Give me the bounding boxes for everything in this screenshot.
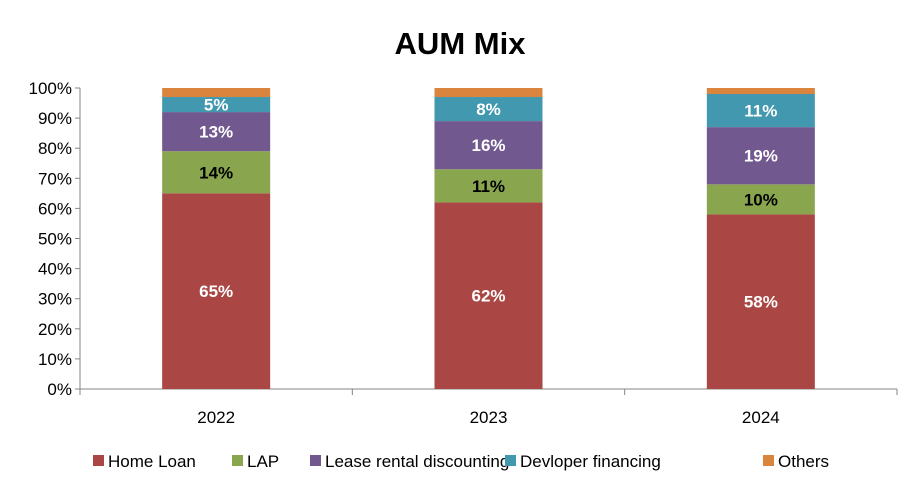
y-tick-label: 50% xyxy=(38,230,72,249)
bar-segment-lease-rental-discounting xyxy=(706,127,815,185)
data-label: 8% xyxy=(476,100,501,119)
bar-segment-others xyxy=(434,88,543,98)
legend-swatch xyxy=(93,455,104,466)
legend-label: Home Loan xyxy=(108,452,196,471)
bar-segment-lap xyxy=(434,169,543,203)
bar-segment-lap xyxy=(162,151,271,194)
data-label: 16% xyxy=(471,136,505,155)
y-tick-label: 60% xyxy=(38,199,72,218)
bar-segment-others xyxy=(706,88,815,95)
data-label: 58% xyxy=(744,293,778,312)
bar-segment-devloper-financing xyxy=(162,97,271,113)
bar-segment-lease-rental-discounting xyxy=(162,112,271,152)
x-tick-label: 2022 xyxy=(197,408,235,427)
legend-swatch xyxy=(310,455,321,466)
legend-label: Devloper financing xyxy=(520,452,661,471)
legend-swatch xyxy=(763,455,774,466)
y-tick-label: 0% xyxy=(47,380,72,399)
x-tick-label: 2024 xyxy=(742,408,780,427)
y-tick-label: 10% xyxy=(38,350,72,369)
x-tick-label: 2023 xyxy=(470,408,508,427)
chart-title: AUM Mix xyxy=(395,26,527,61)
data-label: 14% xyxy=(199,163,233,182)
y-tick-label: 30% xyxy=(38,290,72,309)
data-label: 13% xyxy=(199,123,233,142)
legend-label: Lease rental discounting xyxy=(325,452,509,471)
data-label: 10% xyxy=(744,190,778,209)
data-label: 62% xyxy=(471,287,505,306)
y-tick-label: 100% xyxy=(29,79,72,98)
legend-swatch xyxy=(505,455,516,466)
bar-segment-devloper-financing xyxy=(434,97,543,122)
data-label: 65% xyxy=(199,282,233,301)
legend-swatch xyxy=(232,455,243,466)
bar-segment-devloper-financing xyxy=(706,94,815,128)
bar-segment-others xyxy=(162,88,271,98)
bar-segment-home-loan xyxy=(706,214,815,389)
data-label: 11% xyxy=(744,102,777,121)
y-tick-label: 40% xyxy=(38,260,72,279)
y-tick-label: 20% xyxy=(38,320,72,339)
bar-segment-lap xyxy=(706,184,815,215)
data-label: 5% xyxy=(204,96,229,115)
bar-segment-home-loan xyxy=(434,202,543,389)
y-tick-label: 80% xyxy=(38,139,72,158)
bar-segment-lease-rental-discounting xyxy=(434,121,543,170)
y-tick-label: 90% xyxy=(38,109,72,128)
legend-label: Others xyxy=(778,452,829,471)
data-label: 19% xyxy=(744,147,778,166)
data-label: 11% xyxy=(472,177,505,196)
bar-segment-home-loan xyxy=(162,193,271,389)
legend-label: LAP xyxy=(247,452,279,471)
y-tick-label: 70% xyxy=(38,169,72,188)
